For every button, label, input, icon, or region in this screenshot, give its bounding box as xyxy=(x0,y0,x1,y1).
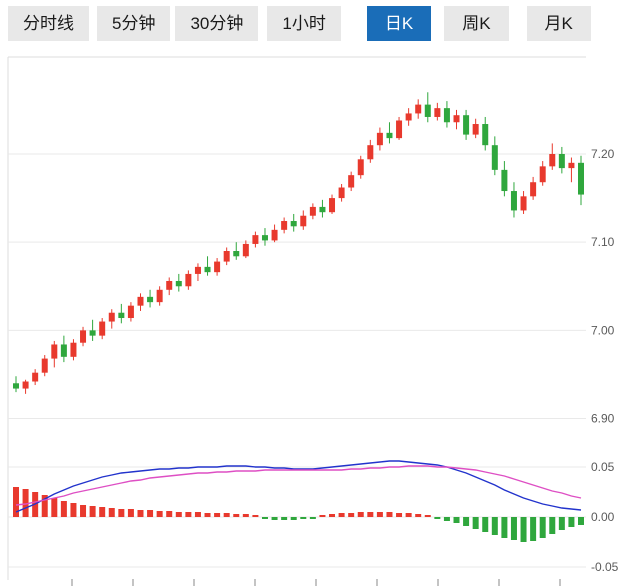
svg-text:0.00: 0.00 xyxy=(591,510,615,524)
y-axis-labels: 7.20 7.10 7.00 6.90 0.05 0.00 -0.05 xyxy=(591,147,619,574)
timeframe-tabs: 分时线 5分钟 30分钟 1小时 日K 周K 月K xyxy=(8,5,591,41)
svg-text:0.05: 0.05 xyxy=(591,460,615,474)
tab-周K[interactable]: 周K xyxy=(444,5,509,41)
svg-text:6.90: 6.90 xyxy=(591,412,615,426)
dif-line xyxy=(15,460,582,513)
tab-日K[interactable]: 日K xyxy=(366,5,432,41)
dea-line xyxy=(15,465,582,506)
svg-text:-0.05: -0.05 xyxy=(591,560,619,574)
tab-1小时[interactable]: 1小时 xyxy=(267,5,341,41)
gridlines xyxy=(8,153,586,568)
tab-月K[interactable]: 月K xyxy=(526,5,591,41)
plot-borders xyxy=(7,56,586,580)
candles-group xyxy=(13,92,584,394)
svg-text:7.10: 7.10 xyxy=(591,235,615,249)
macd-histogram-group xyxy=(13,487,584,542)
tab-5分钟[interactable]: 5分钟 xyxy=(97,5,171,41)
tab-30分钟[interactable]: 30分钟 xyxy=(175,5,259,41)
tab-分时线[interactable]: 分时线 xyxy=(8,5,89,41)
svg-text:7.00: 7.00 xyxy=(591,323,615,337)
svg-text:7.20: 7.20 xyxy=(591,147,615,161)
x-axis-ticks xyxy=(71,579,561,586)
